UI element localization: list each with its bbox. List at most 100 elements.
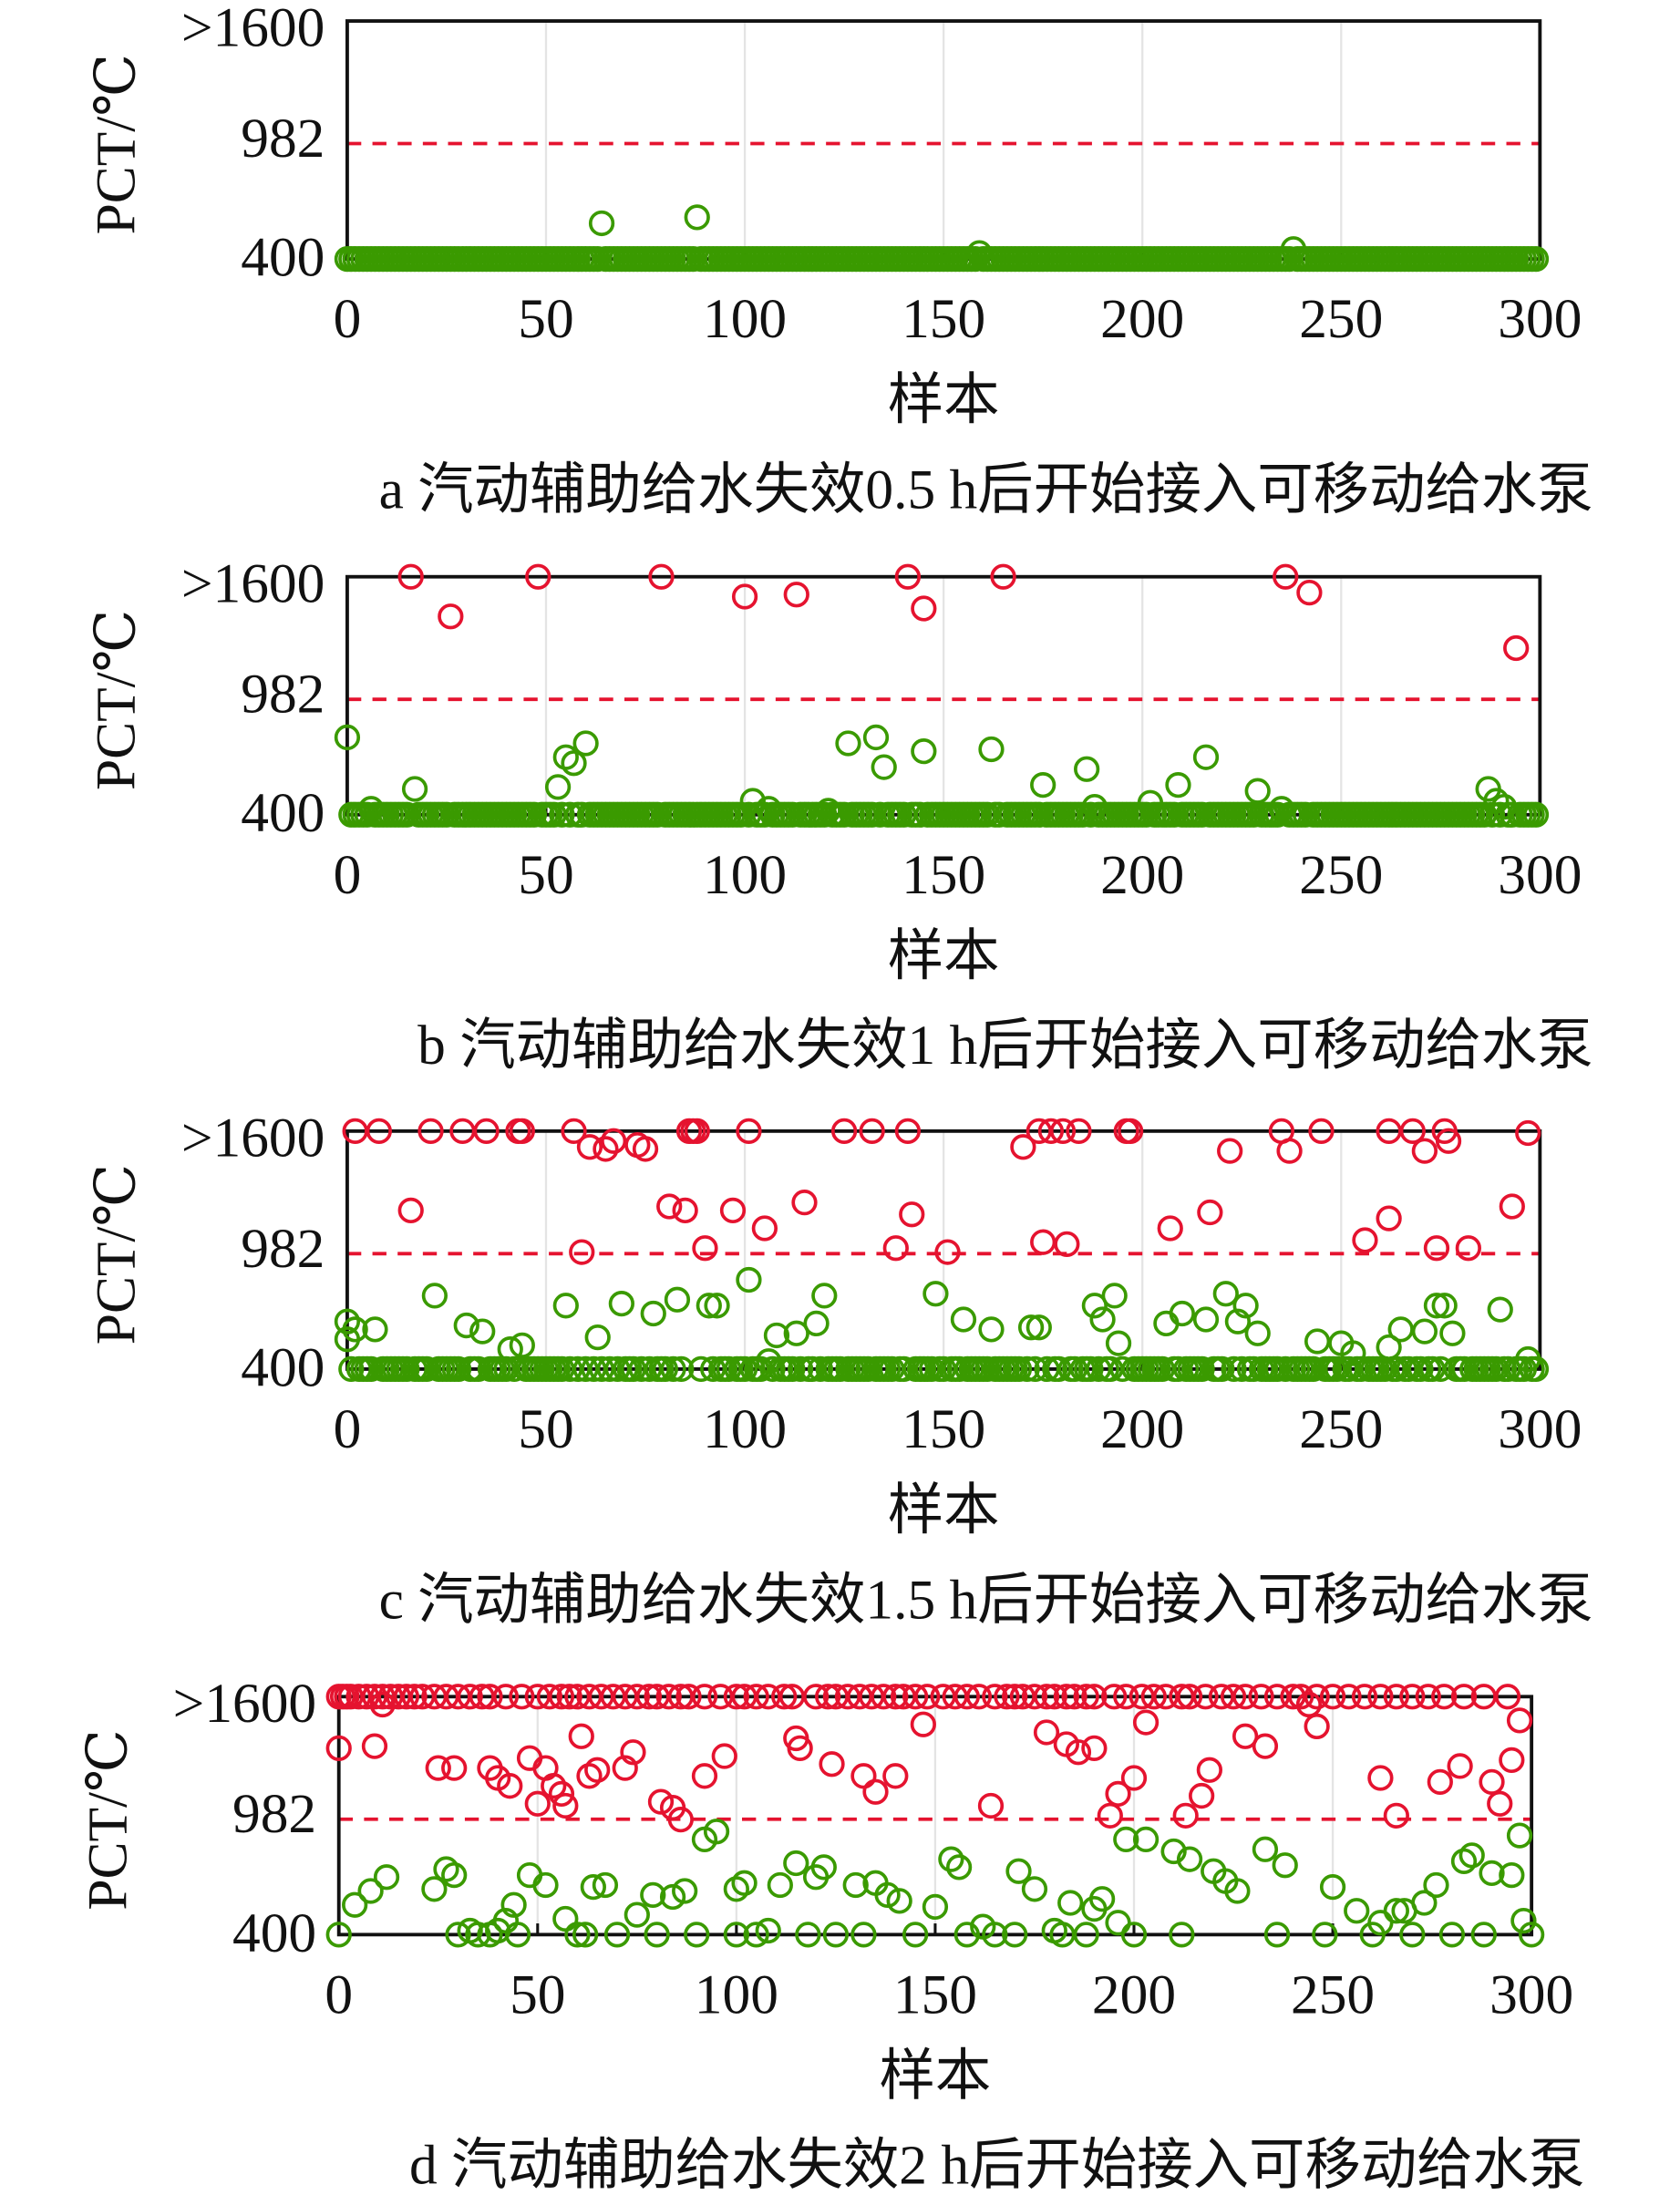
data-point-fail	[548, 1780, 575, 1808]
data-point-ok	[756, 1348, 782, 1375]
data-point-fail	[1435, 1128, 1462, 1154]
data-point-fail	[473, 1118, 500, 1144]
data-point-ok	[1411, 1890, 1438, 1916]
data-point-fail	[568, 1723, 594, 1749]
x-tick-label: 100	[695, 1963, 778, 2025]
data-point-ok	[572, 730, 599, 757]
data-point-ok	[433, 1856, 459, 1882]
gridlines	[345, 576, 1541, 815]
data-point-fail	[612, 1755, 638, 1781]
data-point-ok	[1005, 1355, 1033, 1383]
data-point-fail	[1415, 1684, 1441, 1710]
data-point-fail	[1037, 1118, 1065, 1144]
data-point-ok	[1105, 1910, 1131, 1936]
data-point-ok	[334, 724, 361, 751]
x-tick-label: 0	[334, 288, 362, 350]
scatter-panel-b: >1600 982 400 0 50 100 150 200 250 300 PCT/℃ 样…	[86, 552, 1593, 1077]
data-point-ok	[1499, 1861, 1525, 1889]
data-point-fail	[1220, 1684, 1247, 1710]
data-point-fail	[684, 1118, 710, 1144]
data-point-fail	[882, 1763, 909, 1789]
data-point-ok	[1113, 1826, 1139, 1853]
x-axis-label: 样本	[880, 2045, 992, 2107]
data-point-ok	[1263, 1922, 1291, 1948]
data-point-ok	[500, 1891, 527, 1918]
y-tick-label: 400	[241, 782, 325, 844]
data-point-fail	[771, 1684, 798, 1710]
data-point-fail	[1352, 1227, 1378, 1253]
data-point-ok	[584, 1324, 611, 1351]
data-point-fail	[871, 1684, 897, 1710]
data-point-ok	[723, 1922, 749, 1948]
data-point-fail	[1002, 1684, 1028, 1710]
data-point-ok	[842, 1871, 869, 1899]
x-tick-label: 0	[334, 1398, 362, 1460]
data-point-fail	[576, 1134, 603, 1160]
data-point-ok	[810, 1854, 837, 1881]
data-point-ok	[1017, 1314, 1045, 1341]
data-point-fail	[497, 1773, 523, 1799]
data-point-ok	[1490, 793, 1518, 820]
x-tick-label: 200	[1100, 844, 1184, 906]
data-point-fail	[477, 1684, 503, 1710]
data-point-fail	[1172, 1802, 1199, 1829]
data-point-fail	[1399, 1118, 1426, 1144]
x-tick-label: 300	[1498, 844, 1582, 906]
data-point-fail	[584, 1757, 611, 1783]
data-point-fail	[1021, 1684, 1048, 1710]
data-point-ok	[731, 1870, 758, 1896]
data-point-ok	[1522, 801, 1550, 828]
data-point-fail	[911, 595, 937, 622]
scatter-panel-a: >1600 982 400 0 50 100 150 200 250 300 PCT/℃ 样…	[86, 0, 1593, 520]
data-point-ok	[1192, 744, 1220, 770]
data-point-ok	[1224, 1308, 1252, 1335]
data-point-ok	[1132, 1826, 1160, 1853]
data-point-fail	[723, 1684, 749, 1710]
data-point-fail	[830, 1118, 858, 1144]
data-point-fail	[601, 1128, 627, 1154]
data-point-fail	[624, 1684, 650, 1710]
data-point-ok	[1431, 1293, 1458, 1319]
data-point-fail	[425, 1755, 451, 1781]
data-point-ok	[552, 1905, 579, 1932]
data-point-ok	[953, 1922, 980, 1948]
data-point-ok	[1344, 1898, 1370, 1924]
data-point-fail	[576, 1763, 603, 1789]
data-point-fail	[711, 1743, 737, 1769]
data-point-fail	[1061, 1684, 1087, 1710]
data-point-ok	[1487, 1296, 1513, 1323]
data-point-ok	[325, 1922, 352, 1948]
data-point-fail	[1073, 1684, 1099, 1710]
data-point-ok	[938, 1846, 964, 1872]
data-point-fail	[743, 1684, 769, 1710]
data-point-ok	[592, 1871, 619, 1899]
data-point-fail	[1053, 1684, 1079, 1710]
data-point-ok	[401, 776, 428, 802]
data-point-ok	[945, 1854, 973, 1881]
data-point-fail	[556, 1684, 582, 1710]
data-points	[334, 1118, 1550, 1383]
y-tick-label: 982	[241, 108, 325, 170]
x-tick-label: 100	[703, 844, 787, 906]
data-point-ok	[763, 1322, 790, 1349]
data-point-ok	[783, 1850, 809, 1877]
data-point-fail	[882, 1684, 909, 1710]
y-tick-label: >1600	[181, 1108, 325, 1170]
x-tick-label: 50	[518, 288, 573, 350]
data-point-ok	[835, 730, 861, 757]
data-point-ok	[465, 1922, 491, 1948]
data-point-ok	[1137, 789, 1164, 816]
data-point-ok	[362, 1316, 388, 1343]
data-point-ok	[580, 1874, 606, 1901]
data-point-fail	[457, 1684, 483, 1710]
data-point-ok	[1479, 1860, 1505, 1887]
data-point-ok	[871, 754, 897, 780]
data-point-fail	[1487, 1790, 1513, 1817]
data-point-ok	[624, 1901, 650, 1928]
data-point-ok	[1088, 1886, 1116, 1912]
data-point-ok	[811, 1283, 838, 1309]
data-point-fail	[1423, 1235, 1450, 1262]
data-point-ok	[659, 1883, 686, 1911]
data-point-ok	[783, 1320, 809, 1346]
